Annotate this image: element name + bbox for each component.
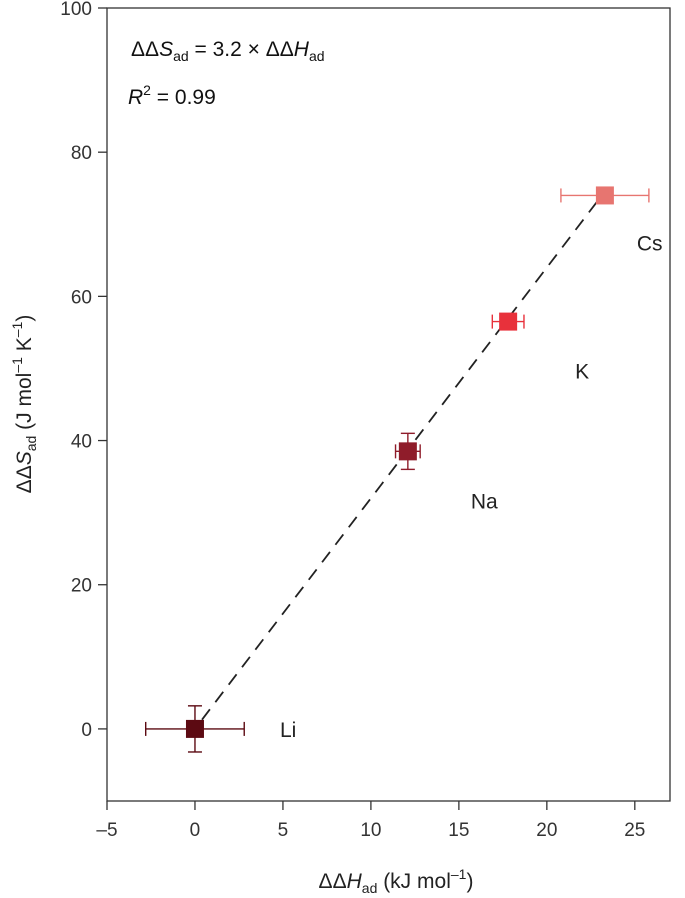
x-tick-label: 10 [360,820,381,841]
y-tick-label: 40 [71,432,92,453]
point-k: K [491,312,589,384]
point-label: Li [280,719,296,742]
point-marker [398,442,417,461]
x-axis-title: ΔΔHad (kJ mol–1) [319,866,474,896]
y-tick-label: 100 [60,0,92,20]
x-tick-label: 15 [448,820,469,841]
r-squared-annotation: R2 = 0.99 [128,82,216,109]
point-label: K [575,361,589,384]
x-tick-label: –5 [96,820,117,841]
x-tick-label: 5 [278,820,289,841]
y-axis-title: ΔΔSad (J mol–1 K–1) [9,315,39,494]
equation-annotation: ΔΔSad = 3.2 × ΔΔHad [131,38,325,64]
y-tick-label: 80 [71,143,92,164]
y-tick-label: 0 [81,720,92,741]
point-cs: Cs [560,186,663,255]
point-label: Na [471,490,498,513]
point-marker [499,312,518,331]
point-marker [185,719,204,738]
x-axis: –5 0 5 10 15 20 25 [96,801,645,841]
x-tick-label: 20 [536,820,557,841]
y-tick-label: 60 [71,287,92,308]
y-axis: 0 20 40 60 80 100 [60,0,107,741]
x-tick-label: 25 [624,820,645,841]
y-tick-label: 20 [71,576,92,597]
point-label: Cs [637,232,663,255]
plot-frame [106,7,671,802]
x-tick-label: 0 [190,820,201,841]
point-li: Li [145,705,296,753]
point-marker [595,186,614,205]
point-na: Na [394,432,498,513]
data-points: Li Na K Cs [145,186,663,753]
